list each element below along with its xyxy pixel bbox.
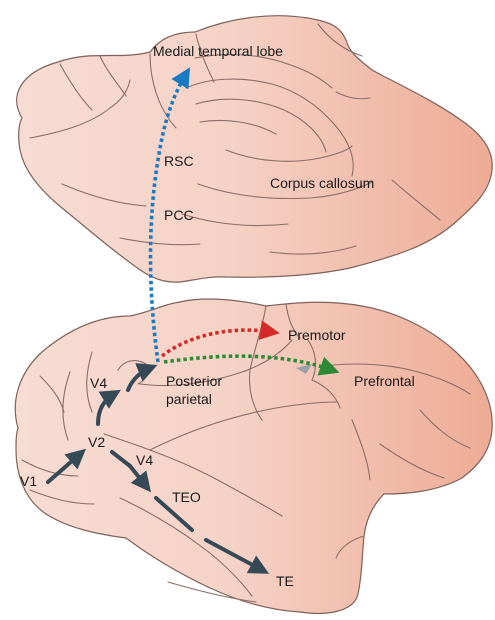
- label-premotor: Premotor: [288, 327, 346, 343]
- grey-marker: [296, 364, 312, 374]
- arrow-v2-to-v4-ventral: [110, 450, 132, 468]
- medial-brain-view: [16, 15, 493, 283]
- label-teo: TEO: [172, 489, 201, 505]
- medial-brain-outline: [16, 15, 493, 283]
- lateral-labels: V1 V2 V4 V4 TEO TE Posterior parietal Pr…: [20, 327, 415, 589]
- label-posterior-parietal-line2: parietal: [166, 391, 212, 407]
- arrow-parietal-to-prefrontal: [163, 354, 340, 376]
- medial-labels: Medial temporal lobe RSC PCC Corpus call…: [153, 43, 374, 223]
- arrow-parietal-to-medial-temporal-lobe: [148, 67, 191, 363]
- ventral-dorsal-pathways: [46, 67, 340, 574]
- label-v4-dorsal: V4: [90, 375, 107, 391]
- arrow-teo-to-te-part1: [154, 496, 194, 532]
- arrow-v1-to-v2: [46, 448, 87, 484]
- label-v2: V2: [88, 434, 105, 450]
- label-prefrontal: Prefrontal: [354, 373, 415, 389]
- arrow-v2-to-v4: [96, 389, 121, 426]
- label-pcc: PCC: [164, 207, 194, 223]
- label-medial-temporal-lobe: Medial temporal lobe: [153, 43, 283, 59]
- arrow-teo-to-te-part2: [204, 538, 270, 574]
- label-rsc: RSC: [164, 153, 194, 169]
- label-posterior-parietal-line1: Posterior: [166, 373, 222, 389]
- arrow-v4-to-posterior-parietal: [126, 363, 158, 392]
- medial-sulci: [29, 23, 441, 255]
- label-te: TE: [276, 573, 294, 589]
- arrow-v4-to-teo: [128, 464, 151, 493]
- label-v1: V1: [20, 473, 37, 489]
- label-v4-ventral: V4: [136, 452, 153, 468]
- label-corpus-callosum: Corpus callosum: [270, 175, 374, 191]
